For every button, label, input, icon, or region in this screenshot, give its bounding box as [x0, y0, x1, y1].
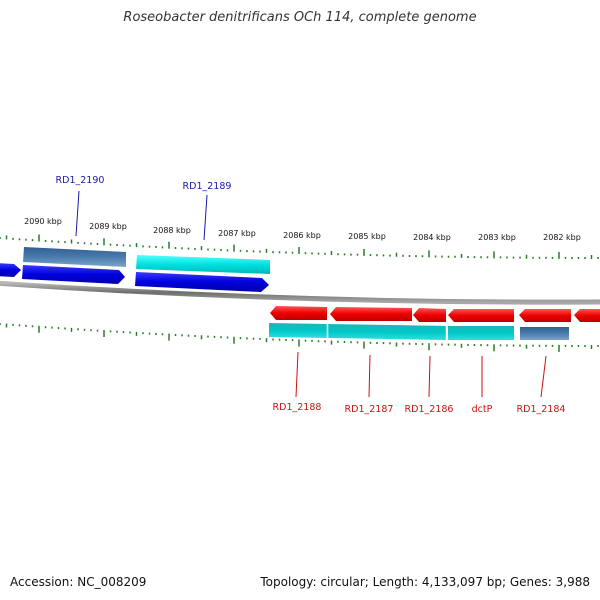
kbp-label: 2088 kbp [153, 226, 191, 235]
gene-feature-rd1-2184[interactable] [520, 327, 569, 340]
leader-line-rd1-2190 [75, 190, 80, 237]
forward-gene-arrow[interactable] [135, 272, 269, 292]
gene-label-rd1-2184[interactable]: RD1_2184 [517, 404, 566, 415]
kbp-label: 2083 kbp [478, 233, 516, 242]
gene-label-rd1-2189[interactable]: RD1_2189 [183, 181, 232, 192]
reverse-gene-arrow[interactable] [574, 309, 600, 322]
gene-label-dctp[interactable]: dctP [472, 404, 493, 415]
kbp-label: 2087 kbp [218, 229, 256, 238]
feature-separators [326, 306, 448, 341]
reverse-gene-arrow[interactable] [519, 309, 571, 322]
forward-gene-arrow[interactable] [0, 263, 21, 277]
gene-label-rd1-2186[interactable]: RD1_2186 [405, 404, 454, 415]
gene-feature-rd1-2186[interactable] [386, 325, 446, 340]
tick-row-reverse [0, 323, 599, 352]
gene-feature-rd1-2188[interactable] [269, 323, 327, 338]
kbp-label: 2082 kbp [543, 233, 581, 242]
gene-label-rd1-2188[interactable]: RD1_2188 [273, 402, 322, 413]
leader-line-rd1-2188 [295, 351, 299, 398]
genome-title: Roseobacter denitrificans OCh 114, compl… [123, 10, 477, 25]
reverse-leader-lines [295, 351, 547, 398]
forward-gene-arrow[interactable] [22, 265, 125, 284]
gene-feature-rd1-2189[interactable] [136, 255, 270, 274]
reverse-gene-track [269, 323, 569, 340]
gene-label-rd1-2190[interactable]: RD1_2190 [56, 175, 105, 186]
tick-row-forward [0, 234, 599, 259]
accession-label: Accession: NC_008209 [10, 575, 147, 589]
kbp-label: 2089 kbp [89, 222, 127, 231]
gene-feature-dctp[interactable] [448, 326, 514, 340]
kbp-scale: 2090 kbp 2089 kbp 2088 kbp 2087 kbp 2086… [24, 217, 581, 242]
kbp-label: 2085 kbp [348, 232, 386, 241]
reverse-gene-arrow[interactable] [413, 308, 446, 322]
reverse-gene-arrow[interactable] [270, 306, 327, 320]
kbp-label: 2086 kbp [283, 231, 321, 240]
leader-line-rd1-2189 [203, 194, 208, 241]
gene-labels: RD1_2190 RD1_2189 RD1_2188 RD1_2187 RD1_… [56, 175, 566, 415]
genome-backbone [0, 280, 600, 305]
forward-coding-track [0, 263, 269, 292]
kbp-label: 2084 kbp [413, 233, 451, 242]
genome-summary: Topology: circular; Length: 4,133,097 bp… [260, 575, 590, 589]
reverse-coding-track [270, 306, 600, 322]
gene-label-rd1-2187[interactable]: RD1_2187 [345, 404, 394, 415]
leader-line-rd1-2186 [428, 355, 431, 398]
reverse-gene-arrow[interactable] [330, 307, 412, 321]
gene-feature-rd1-2190[interactable] [23, 247, 126, 267]
kbp-label: 2090 kbp [24, 217, 62, 226]
leader-line-rd1-2184 [540, 355, 547, 398]
forward-gene-track [23, 247, 270, 274]
reverse-gene-arrow[interactable] [448, 309, 514, 322]
leader-line-rd1-2187 [368, 354, 371, 398]
forward-leader-lines [75, 190, 208, 241]
